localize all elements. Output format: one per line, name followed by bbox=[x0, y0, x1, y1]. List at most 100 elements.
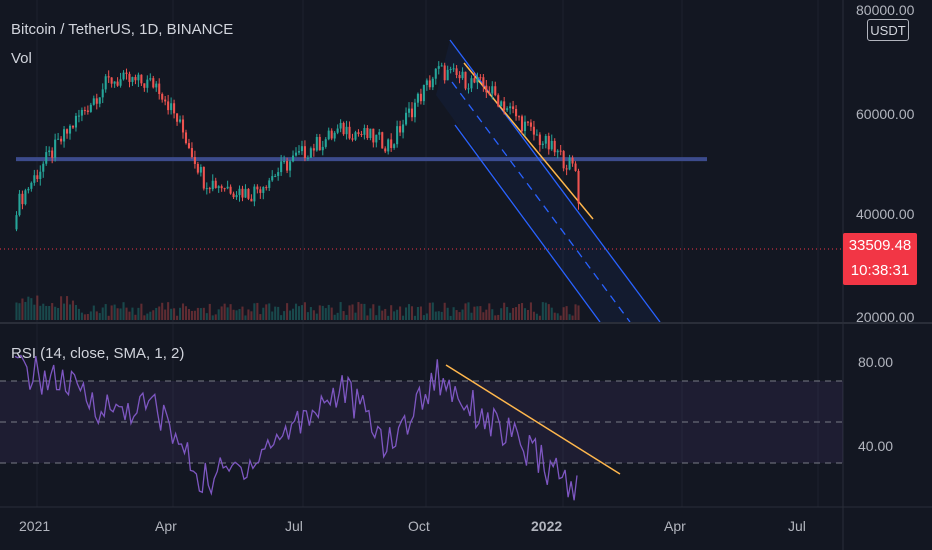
candle-body bbox=[119, 79, 122, 86]
candle-body bbox=[214, 180, 217, 188]
volume-bar bbox=[491, 309, 494, 320]
candle-body bbox=[437, 66, 440, 69]
volume-bar bbox=[223, 303, 226, 320]
volume-bar bbox=[104, 304, 107, 320]
candle-body bbox=[226, 186, 229, 189]
candle-body bbox=[274, 175, 277, 177]
volume-bar bbox=[437, 311, 440, 320]
candle-body bbox=[449, 68, 452, 70]
candle-body bbox=[479, 77, 482, 79]
volume-bar bbox=[330, 307, 333, 320]
volume-bar bbox=[336, 312, 339, 320]
candle-body bbox=[348, 126, 351, 139]
volume-bar bbox=[387, 315, 390, 320]
volume-bar bbox=[384, 308, 387, 320]
volume-bar bbox=[321, 305, 324, 320]
candle-body bbox=[199, 166, 202, 173]
volume-bar bbox=[286, 303, 289, 320]
volume-bar bbox=[24, 301, 27, 320]
candle-body bbox=[196, 163, 199, 173]
volume-bar bbox=[199, 308, 202, 320]
volume-bar bbox=[357, 302, 360, 320]
last-price-value: 33509.48 bbox=[848, 237, 912, 254]
volume-bar bbox=[63, 303, 66, 320]
candle-body bbox=[238, 188, 241, 196]
candle-body bbox=[309, 148, 312, 158]
volume-bar bbox=[119, 308, 122, 320]
candle-body bbox=[277, 172, 280, 176]
candle-body bbox=[256, 186, 259, 190]
volume-legend[interactable]: Vol bbox=[11, 50, 32, 67]
volume-bar bbox=[256, 302, 259, 320]
candle-body bbox=[244, 188, 247, 198]
volume-bar bbox=[571, 315, 574, 320]
volume-bar bbox=[532, 311, 535, 320]
volume-bar bbox=[476, 306, 479, 320]
candle-body bbox=[550, 140, 553, 150]
volume-bar bbox=[187, 308, 191, 320]
candle-body bbox=[416, 93, 419, 103]
candle-body bbox=[63, 129, 66, 142]
channel-fill bbox=[436, 40, 660, 322]
volume-bar bbox=[146, 313, 149, 320]
candle-body bbox=[357, 132, 360, 135]
channel-lower-line bbox=[454, 124, 601, 323]
volume-bar bbox=[277, 306, 280, 320]
volume-bar bbox=[205, 313, 208, 320]
volume-bar bbox=[77, 308, 80, 320]
candle-body bbox=[419, 93, 422, 102]
volume-bar bbox=[57, 307, 60, 320]
candle-body bbox=[532, 126, 535, 135]
rsi-legend[interactable]: RSI (14, close, SMA, 1, 2) bbox=[11, 345, 185, 362]
candle-body bbox=[547, 135, 550, 150]
candle-body bbox=[176, 113, 179, 122]
rsi-trendline[interactable] bbox=[445, 364, 621, 475]
volume-bar bbox=[241, 306, 244, 320]
candle-body bbox=[170, 103, 173, 111]
volume-bar bbox=[541, 302, 544, 320]
candle-body bbox=[131, 77, 134, 82]
candle-body bbox=[158, 83, 161, 95]
candle-body bbox=[187, 143, 191, 149]
volume-bar bbox=[402, 315, 405, 320]
volume-bar bbox=[65, 296, 69, 320]
volume-bar bbox=[378, 305, 381, 320]
candle-body bbox=[217, 186, 220, 188]
volume-bar bbox=[348, 305, 351, 320]
volume-bar bbox=[544, 302, 547, 320]
volume-bar bbox=[497, 314, 500, 320]
time-tick-label: 2021 bbox=[19, 518, 50, 534]
candle-body bbox=[229, 186, 232, 194]
volume-bar bbox=[306, 312, 309, 320]
candle-body bbox=[345, 126, 348, 135]
volume-bar bbox=[184, 306, 188, 320]
volume-bar bbox=[485, 309, 488, 320]
volume-bar bbox=[155, 307, 158, 320]
candle-body bbox=[241, 188, 244, 198]
symbol-title[interactable]: Bitcoin / TetherUS, 1D, BINANCE bbox=[11, 21, 234, 38]
volume-bar bbox=[27, 296, 30, 320]
volume-bar bbox=[42, 303, 45, 320]
candle-body bbox=[220, 186, 223, 189]
volume-bar bbox=[345, 314, 348, 320]
volume-bar bbox=[137, 307, 140, 320]
volume-bar bbox=[416, 306, 419, 320]
candle-body bbox=[512, 106, 515, 109]
currency-badge[interactable]: USDT bbox=[867, 19, 909, 41]
volume-bar bbox=[164, 309, 167, 320]
candle-body bbox=[497, 95, 500, 107]
volume-bar bbox=[535, 313, 538, 320]
candle-body bbox=[565, 168, 568, 170]
volume-bar bbox=[33, 304, 36, 320]
candle-body bbox=[372, 128, 375, 143]
candle-body bbox=[523, 121, 527, 132]
volume-bar bbox=[458, 312, 461, 320]
candle-body bbox=[455, 68, 458, 76]
time-tick-label: Jul bbox=[788, 518, 806, 534]
candle-body bbox=[393, 144, 396, 148]
channel-midline bbox=[451, 81, 631, 323]
volume-bar bbox=[461, 309, 464, 320]
candle-body bbox=[571, 157, 574, 164]
volume-bar bbox=[517, 304, 521, 320]
